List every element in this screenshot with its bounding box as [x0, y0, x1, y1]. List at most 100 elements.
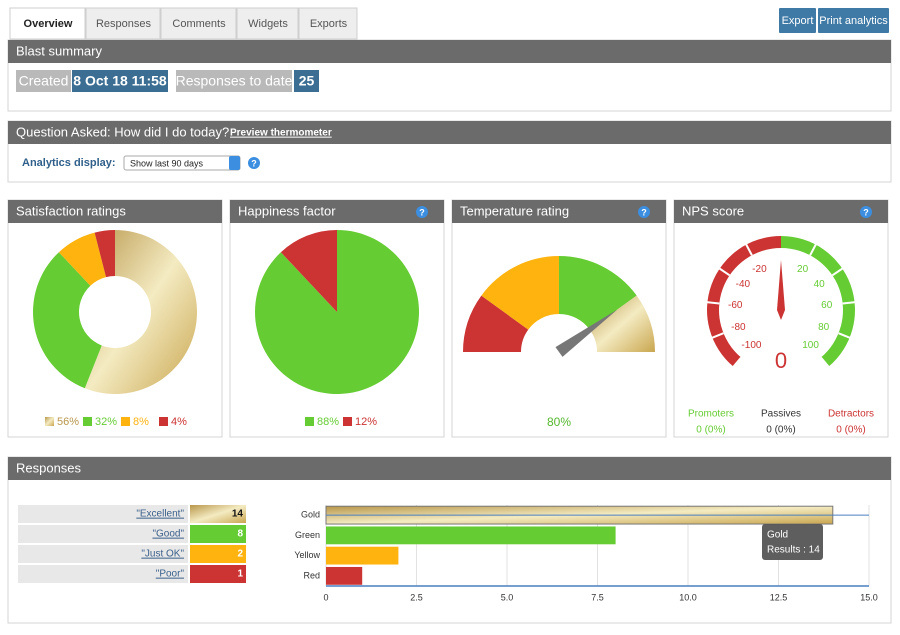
y-tick-label: Yellow — [294, 550, 320, 560]
panel-header — [8, 121, 891, 144]
tick-label: -20 — [752, 264, 767, 275]
panel-title: Happiness factor — [238, 203, 336, 218]
tick-mark — [705, 301, 720, 305]
tab[interactable] — [298, 7, 358, 40]
gauge-band — [707, 236, 781, 367]
row-label[interactable]: "Poor" — [156, 569, 185, 580]
tab-label[interactable]: Comments — [172, 18, 226, 30]
pie-slice — [254, 230, 419, 395]
tab-label[interactable]: Responses — [96, 18, 152, 30]
summary-text: 8 Oct 18 11:58 — [73, 73, 167, 89]
x-tick-label: 7.5 — [591, 592, 604, 602]
stat-value: 0 (0%) — [766, 425, 795, 436]
tick-mark — [731, 356, 742, 369]
panel-title: Temperature rating — [460, 203, 569, 218]
tick-mark — [820, 356, 831, 369]
x-tick-label: 2.5 — [410, 592, 423, 602]
button-label[interactable]: Export — [782, 15, 814, 27]
tooltip-title: Gold — [767, 530, 788, 541]
tick-label: 20 — [797, 264, 809, 275]
tick-mark — [710, 332, 724, 340]
panel-header — [230, 200, 444, 223]
summary-box — [16, 70, 71, 92]
button[interactable] — [818, 8, 889, 33]
legend-swatch — [45, 417, 54, 426]
tick-label: -100 — [741, 340, 761, 351]
gauge-value: 0 — [775, 348, 787, 373]
stat-label: Detractors — [828, 409, 874, 420]
panel-header — [8, 40, 891, 63]
help-icon[interactable] — [638, 206, 650, 218]
row-label[interactable]: "Good" — [152, 529, 184, 540]
legend-swatch — [343, 417, 352, 426]
tick-label: -80 — [731, 322, 746, 333]
row-count-cell — [190, 525, 246, 543]
bar — [326, 526, 616, 545]
summary-text: Responses to date — [176, 73, 293, 89]
help-icon-label[interactable]: ? — [251, 158, 257, 168]
y-tick-label: Red — [303, 570, 320, 580]
row-label[interactable]: "Just OK" — [141, 549, 184, 560]
legend-label: 56% — [57, 416, 79, 428]
row-label-cell — [18, 545, 188, 563]
row-label[interactable]: "Excellent" — [136, 509, 184, 520]
help-icon-label[interactable]: ? — [419, 207, 425, 217]
summary-box — [294, 70, 319, 92]
gauge-band — [589, 295, 655, 352]
analytics-label: Analytics display: — [22, 157, 116, 169]
y-tick-label: Green — [295, 530, 320, 540]
tab[interactable] — [9, 7, 86, 40]
row-count: 1 — [237, 569, 243, 580]
tab-label[interactable]: Overview — [24, 18, 73, 30]
tick-mark — [831, 266, 845, 277]
tick-mark — [717, 266, 731, 277]
tick-mark — [842, 301, 857, 305]
tab-label[interactable]: Widgets — [248, 18, 288, 30]
gauge-needle — [555, 309, 618, 357]
tab[interactable] — [85, 7, 161, 40]
legend-label: 32% — [95, 416, 117, 428]
tab[interactable] — [160, 7, 237, 40]
preview-link[interactable]: Preview thermometer — [230, 128, 332, 139]
help-icon[interactable] — [416, 206, 428, 218]
tick-label: -40 — [736, 279, 751, 290]
legend-swatch — [305, 417, 314, 426]
x-tick-label: 10.0 — [679, 592, 697, 602]
row-count-cell — [190, 565, 246, 583]
panel-title: Question Asked: How did I do today? — [16, 124, 229, 139]
select-text[interactable]: Show last 90 days — [130, 158, 204, 168]
summary-box — [176, 70, 292, 92]
tab[interactable] — [236, 7, 299, 40]
legend-swatch — [159, 417, 168, 426]
help-icon[interactable] — [860, 206, 872, 218]
panel-title: Satisfaction ratings — [16, 203, 126, 218]
tooltip-text: Results : 14 — [767, 545, 820, 556]
pie-slice — [84, 230, 198, 394]
select-arrow[interactable] — [229, 156, 240, 170]
row-label-cell — [18, 565, 188, 583]
stat-label: Promoters — [688, 409, 734, 420]
legend-label: 88% — [317, 416, 339, 428]
x-tick-label: 5.0 — [501, 592, 514, 602]
help-icon-label[interactable]: ? — [863, 207, 869, 217]
tick-label: 60 — [821, 300, 833, 311]
x-tick-label: 12.5 — [770, 592, 788, 602]
button-label[interactable]: Print analytics — [819, 15, 888, 27]
tick-label: -60 — [728, 300, 743, 311]
tab-label[interactable]: Exports — [310, 18, 348, 30]
stat-value: 0 (0%) — [696, 425, 725, 436]
help-icon-label[interactable]: ? — [641, 207, 647, 217]
tick-mark — [838, 332, 852, 340]
pie-slice — [58, 232, 107, 286]
x-tick-label: 15.0 — [860, 592, 878, 602]
row-count: 14 — [232, 509, 244, 520]
button[interactable] — [779, 8, 816, 33]
stat-value: 0 (0%) — [836, 425, 865, 436]
row-label-cell — [18, 525, 188, 543]
pie-slice — [33, 252, 102, 389]
legend-swatch — [83, 417, 92, 426]
panel-header — [8, 200, 222, 223]
help-icon[interactable] — [248, 157, 260, 169]
